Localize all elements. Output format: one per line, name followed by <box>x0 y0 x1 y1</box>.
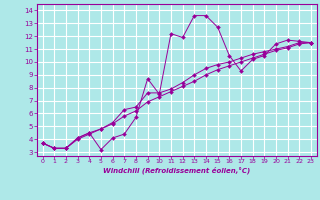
X-axis label: Windchill (Refroidissement éolien,°C): Windchill (Refroidissement éolien,°C) <box>103 167 251 174</box>
